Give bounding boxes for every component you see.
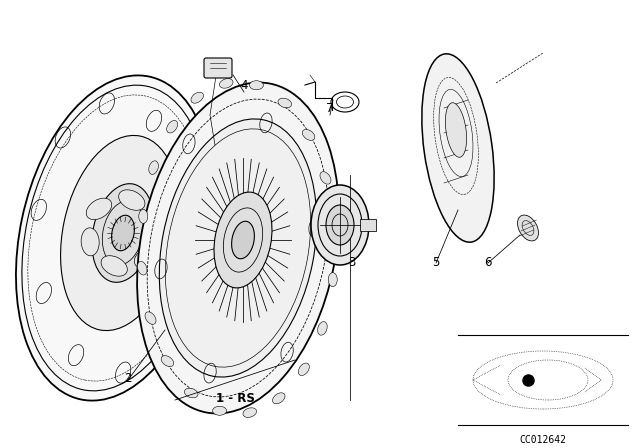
Ellipse shape bbox=[138, 261, 147, 275]
Text: 1 - RS: 1 - RS bbox=[216, 392, 255, 405]
Ellipse shape bbox=[101, 256, 127, 276]
Ellipse shape bbox=[184, 388, 198, 398]
Ellipse shape bbox=[278, 98, 292, 108]
Ellipse shape bbox=[161, 356, 173, 366]
Ellipse shape bbox=[134, 246, 160, 268]
Ellipse shape bbox=[328, 273, 337, 287]
Ellipse shape bbox=[16, 75, 214, 401]
Text: 3: 3 bbox=[348, 257, 356, 270]
Ellipse shape bbox=[86, 198, 112, 220]
Ellipse shape bbox=[81, 228, 99, 256]
Ellipse shape bbox=[273, 393, 285, 404]
Ellipse shape bbox=[118, 190, 145, 210]
Ellipse shape bbox=[250, 81, 264, 90]
Ellipse shape bbox=[61, 135, 179, 331]
Ellipse shape bbox=[298, 363, 309, 375]
Ellipse shape bbox=[518, 215, 538, 241]
Ellipse shape bbox=[232, 221, 254, 259]
Ellipse shape bbox=[302, 129, 315, 140]
Text: CC012642: CC012642 bbox=[520, 435, 566, 445]
Ellipse shape bbox=[445, 103, 467, 157]
Ellipse shape bbox=[214, 192, 272, 288]
Ellipse shape bbox=[145, 312, 156, 324]
Ellipse shape bbox=[166, 121, 178, 133]
Text: 6: 6 bbox=[484, 257, 492, 270]
Ellipse shape bbox=[111, 215, 134, 251]
Text: 7: 7 bbox=[326, 102, 333, 115]
Ellipse shape bbox=[326, 205, 354, 245]
Ellipse shape bbox=[159, 119, 317, 377]
FancyBboxPatch shape bbox=[204, 58, 232, 78]
Ellipse shape bbox=[148, 161, 158, 174]
Ellipse shape bbox=[311, 185, 369, 265]
Ellipse shape bbox=[191, 92, 204, 103]
Ellipse shape bbox=[137, 82, 339, 414]
Ellipse shape bbox=[220, 78, 233, 88]
Text: 5: 5 bbox=[432, 257, 440, 270]
Ellipse shape bbox=[320, 172, 331, 184]
Ellipse shape bbox=[317, 322, 327, 335]
Ellipse shape bbox=[139, 209, 148, 224]
Ellipse shape bbox=[212, 406, 227, 415]
Ellipse shape bbox=[422, 54, 494, 242]
Ellipse shape bbox=[243, 408, 257, 418]
Ellipse shape bbox=[329, 221, 339, 235]
Ellipse shape bbox=[147, 210, 165, 238]
Text: 4: 4 bbox=[240, 78, 248, 91]
Text: 2: 2 bbox=[124, 371, 132, 384]
Ellipse shape bbox=[92, 184, 154, 282]
FancyBboxPatch shape bbox=[360, 219, 376, 231]
